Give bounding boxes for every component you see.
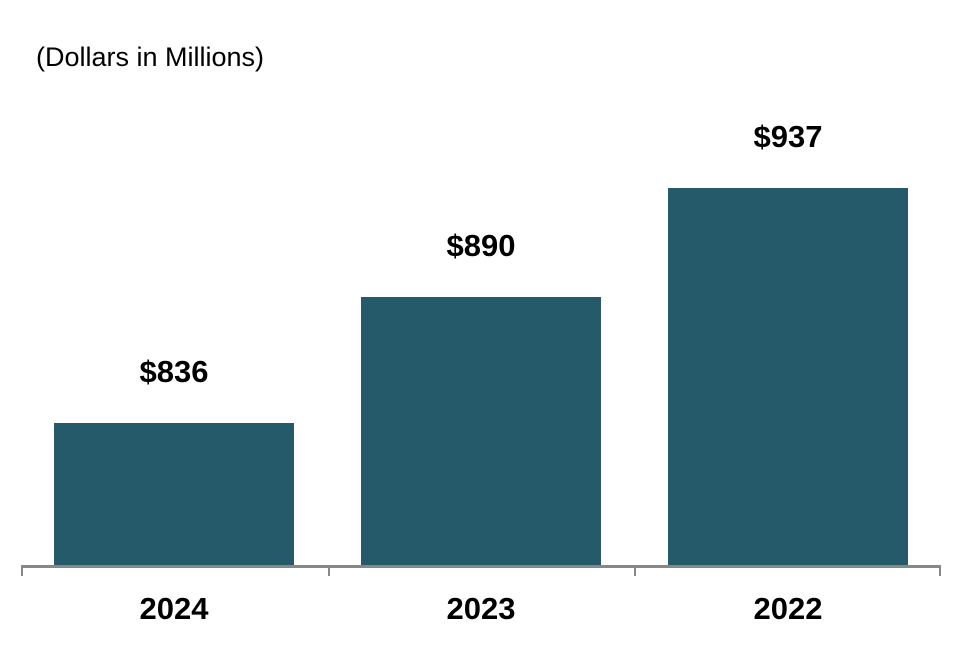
bar-value-label: $937 [753,119,823,154]
category-label: 2024 [139,591,209,626]
x-axis-tick [21,565,23,576]
category-label: 2023 [446,591,516,626]
x-axis-tick [328,565,330,576]
x-axis-tick [634,565,636,576]
category-label: 2022 [753,591,823,626]
bar-value-label: $890 [446,228,516,263]
bar [668,188,908,565]
chart-title: (Dollars in Millions) [36,42,265,72]
x-axis-line [21,565,941,568]
bar [361,297,601,565]
bar [54,423,294,565]
x-axis-tick [939,565,941,576]
bar-value-label: $836 [139,354,209,389]
